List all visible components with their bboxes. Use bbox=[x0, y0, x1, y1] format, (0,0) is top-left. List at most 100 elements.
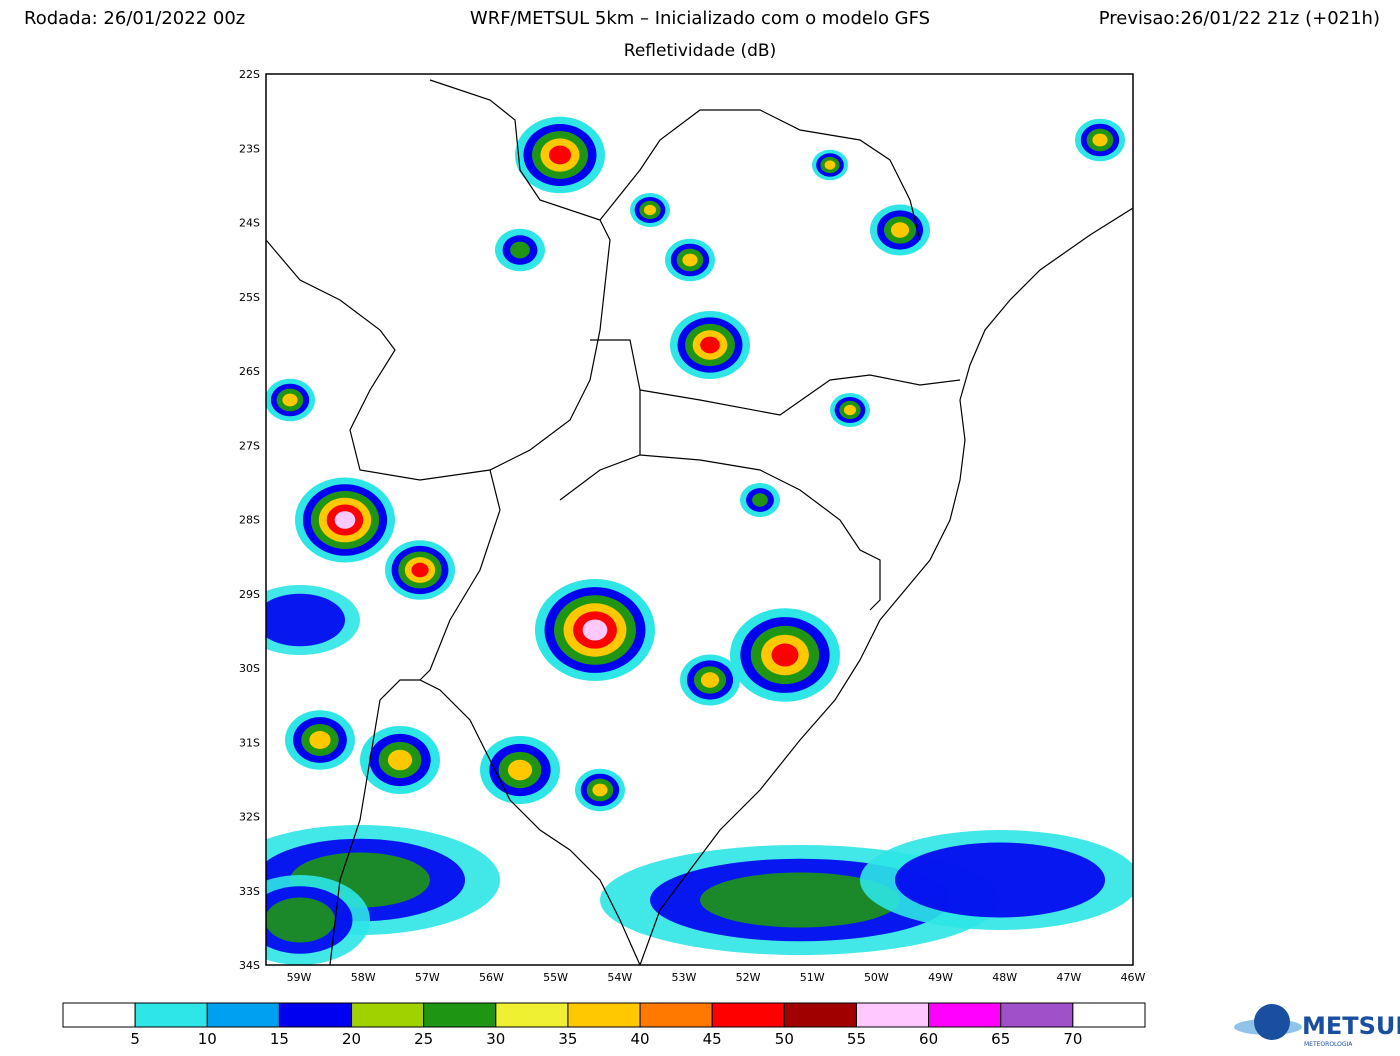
lon-label: 48W bbox=[992, 971, 1017, 984]
colorbar-swatch bbox=[1072, 1002, 1146, 1028]
lat-label: 32S bbox=[239, 811, 260, 824]
lon-label: 59W bbox=[287, 971, 312, 984]
colorbar-tick-label: 45 bbox=[703, 1030, 722, 1048]
echo-cell bbox=[309, 731, 331, 749]
border bbox=[590, 109, 921, 391]
echo-cell bbox=[592, 783, 608, 797]
lat-label: 33S bbox=[239, 885, 260, 898]
lon-label: 47W bbox=[1056, 971, 1081, 984]
subtitle: Refletividade (dB) bbox=[624, 41, 776, 61]
echo-cell bbox=[824, 160, 836, 170]
lon-label: 56W bbox=[479, 971, 504, 984]
colorbar-tick-label: 50 bbox=[775, 1030, 794, 1048]
lon-label: 46W bbox=[1121, 971, 1146, 984]
colorbar-swatch bbox=[351, 1002, 425, 1028]
lon-label: 49W bbox=[928, 971, 953, 984]
echo-cell bbox=[548, 145, 572, 165]
axis-labels: 22S 23S 24S 25S 26S 27S 28S 29S 30S 31S 32S 33S 34S 5… bbox=[239, 68, 1146, 984]
run-label: Rodada: 26/01/2022 00z bbox=[24, 8, 245, 29]
lon-label: 50W bbox=[864, 971, 889, 984]
echo-cell bbox=[1092, 133, 1108, 147]
lat-label: 29S bbox=[239, 588, 260, 601]
colorbar-swatch bbox=[495, 1002, 569, 1028]
colorbar: 5 10 15 20 25 30 35 40 45 50 55 60 65 70 bbox=[62, 1002, 1146, 1048]
echo-band bbox=[895, 842, 1105, 918]
lat-label: 28S bbox=[239, 514, 260, 527]
echo-cell bbox=[700, 336, 720, 354]
colorbar-swatch bbox=[62, 1002, 136, 1028]
forecast-label: Previsao:26/01/22 21z (+021h) bbox=[1099, 8, 1380, 29]
lat-label: 23S bbox=[239, 142, 260, 155]
logo-tagline: METEOROLOGIA bbox=[1304, 1041, 1353, 1048]
lon-label: 58W bbox=[351, 971, 376, 984]
colorbar-tick-label: 25 bbox=[414, 1030, 433, 1048]
coastline bbox=[639, 207, 1133, 965]
echo-cell bbox=[282, 393, 298, 407]
echo-band bbox=[700, 872, 900, 928]
colorbar-tick-label: 5 bbox=[130, 1030, 140, 1048]
borders bbox=[266, 79, 1133, 965]
border bbox=[639, 374, 961, 455]
reflectivity-field bbox=[266, 116, 1133, 965]
colorbar-tick-label: 20 bbox=[342, 1030, 361, 1048]
echo-band bbox=[266, 897, 335, 943]
colorbar-swatch bbox=[134, 1002, 208, 1028]
lon-label: 54W bbox=[607, 971, 632, 984]
lon-label: 53W bbox=[671, 971, 696, 984]
logo: METSUL METEOROLOGIA bbox=[1234, 1004, 1400, 1048]
echo-cell bbox=[843, 404, 857, 416]
echo-cell bbox=[643, 204, 657, 216]
colorbar-tick-label: 10 bbox=[198, 1030, 217, 1048]
lon-label: 51W bbox=[800, 971, 825, 984]
lat-label: 22S bbox=[239, 68, 260, 81]
colorbar-tick-label: 55 bbox=[847, 1030, 866, 1048]
title: WRF/METSUL 5km – Inicializado com o mode… bbox=[470, 8, 930, 29]
colorbar-tick-label: 70 bbox=[1063, 1030, 1082, 1048]
echo-cell bbox=[890, 222, 910, 238]
colorbar-tick-label: 40 bbox=[631, 1030, 650, 1048]
echo-cell bbox=[700, 672, 720, 688]
colorbar-tick-label: 65 bbox=[991, 1030, 1010, 1048]
lat-label: 25S bbox=[239, 291, 260, 304]
echo-cell bbox=[771, 643, 799, 667]
echo-cell bbox=[507, 759, 533, 781]
logo-globe bbox=[1254, 1004, 1290, 1040]
echo-cell bbox=[752, 493, 768, 507]
logo-name: METSUL bbox=[1302, 1012, 1400, 1040]
colorbar-tick-label: 15 bbox=[270, 1030, 289, 1048]
colorbar-swatch bbox=[928, 1002, 1002, 1028]
lat-label: 31S bbox=[239, 736, 260, 749]
lat-label: 24S bbox=[239, 217, 260, 230]
colorbar-swatch bbox=[278, 1002, 353, 1028]
echo-cell bbox=[411, 562, 429, 578]
lon-label: 57W bbox=[415, 971, 440, 984]
colorbar-tick-label: 35 bbox=[558, 1030, 577, 1048]
echo-cell bbox=[334, 511, 356, 529]
lat-label: 34S bbox=[239, 959, 260, 972]
colorbar-swatch bbox=[711, 1002, 785, 1028]
border bbox=[329, 679, 641, 965]
map-frame bbox=[265, 73, 1134, 966]
colorbar-tick-label: 30 bbox=[486, 1030, 505, 1048]
colorbar-swatch bbox=[1000, 1002, 1074, 1028]
colorbar-swatch bbox=[783, 1002, 857, 1028]
colorbar-swatch bbox=[639, 1002, 713, 1028]
lon-label: 55W bbox=[543, 971, 568, 984]
border bbox=[559, 454, 881, 611]
echo-cell bbox=[387, 749, 413, 771]
lon-label: 52W bbox=[736, 971, 761, 984]
lat-label: 30S bbox=[239, 662, 260, 675]
colorbar-swatch bbox=[423, 1002, 497, 1028]
echo-cell bbox=[510, 241, 530, 259]
echo-band bbox=[266, 593, 345, 647]
colorbar-swatch bbox=[855, 1002, 930, 1028]
border bbox=[419, 469, 501, 681]
colorbar-swatch bbox=[567, 1002, 641, 1028]
lat-label: 27S bbox=[239, 439, 260, 452]
lat-label: 26S bbox=[239, 365, 260, 378]
colorbar-tick-label: 60 bbox=[919, 1030, 938, 1048]
border bbox=[266, 79, 611, 481]
echo-cell bbox=[682, 253, 698, 267]
